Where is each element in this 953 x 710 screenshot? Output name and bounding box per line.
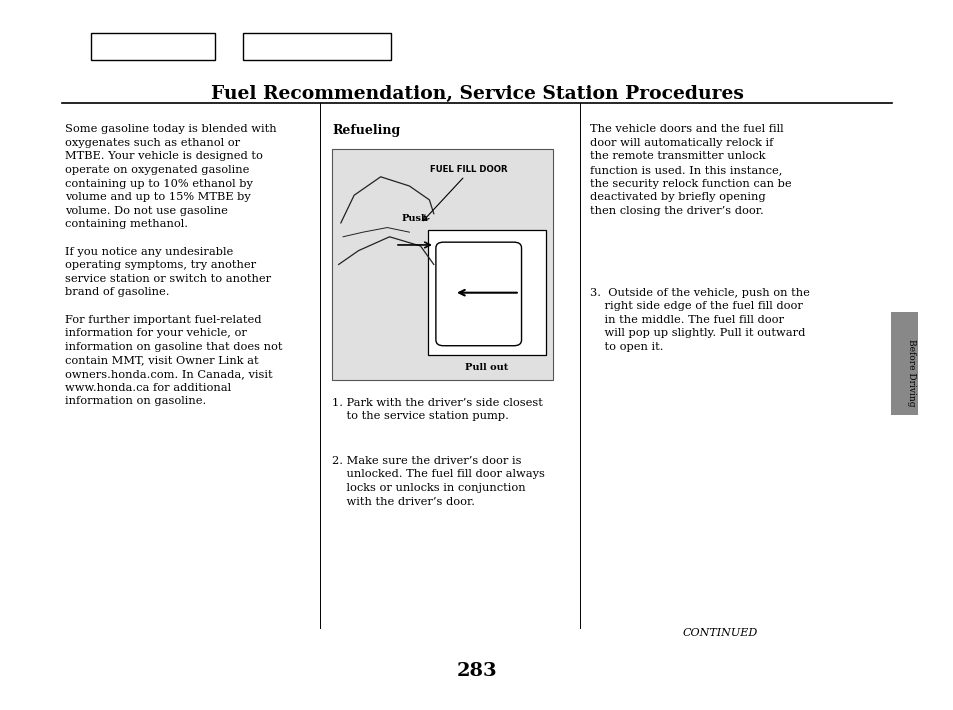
Text: 2. Make sure the driver’s door is
    unlocked. The fuel fill door always
    lo: 2. Make sure the driver’s door is unlock… bbox=[332, 456, 544, 507]
Text: CONTINUED: CONTINUED bbox=[682, 628, 757, 638]
Text: Table of Contents: Table of Contents bbox=[268, 42, 366, 52]
Text: Pull out: Pull out bbox=[465, 363, 508, 371]
FancyBboxPatch shape bbox=[91, 33, 214, 60]
FancyBboxPatch shape bbox=[436, 242, 521, 346]
Text: 283: 283 bbox=[456, 662, 497, 680]
Text: The vehicle doors and the fuel fill
door will automatically relock if
the remote: The vehicle doors and the fuel fill door… bbox=[589, 124, 790, 216]
Text: Fuel Recommendation, Service Station Procedures: Fuel Recommendation, Service Station Pro… bbox=[211, 84, 742, 103]
Text: 3.  Outside of the vehicle, push on the
    right side edge of the fuel fill doo: 3. Outside of the vehicle, push on the r… bbox=[589, 288, 808, 352]
FancyBboxPatch shape bbox=[332, 149, 553, 380]
FancyBboxPatch shape bbox=[428, 230, 545, 355]
Text: Before Driving: Before Driving bbox=[906, 339, 915, 407]
Text: 1. Park with the driver’s side closest
    to the service station pump.: 1. Park with the driver’s side closest t… bbox=[332, 398, 542, 421]
Text: Some gasoline today is blended with
oxygenates such as ethanol or
MTBE. Your veh: Some gasoline today is blended with oxyg… bbox=[65, 124, 282, 406]
Text: Push: Push bbox=[401, 214, 428, 223]
FancyBboxPatch shape bbox=[243, 33, 391, 60]
FancyBboxPatch shape bbox=[890, 312, 917, 415]
Text: Refueling: Refueling bbox=[332, 124, 400, 137]
Text: Main Menu: Main Menu bbox=[120, 42, 185, 52]
Text: FUEL FILL DOOR: FUEL FILL DOOR bbox=[430, 165, 508, 174]
